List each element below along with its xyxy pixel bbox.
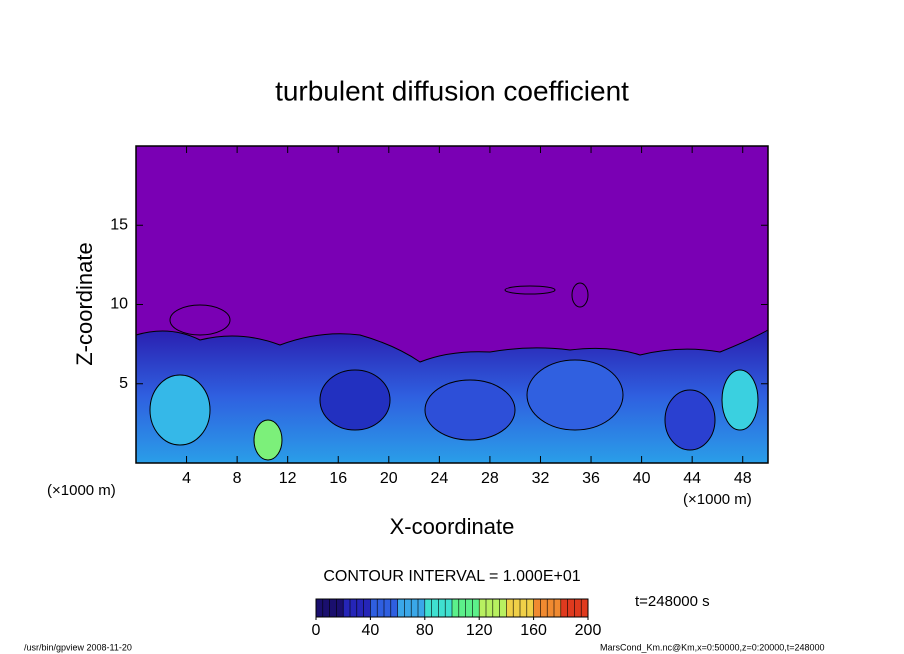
footer-left: /usr/bin/gpview 2008-11-20: [24, 642, 132, 652]
x-tick-label: 4: [182, 470, 191, 487]
contour-field: [135, 146, 769, 464]
time-label: t=248000 s: [635, 593, 710, 610]
y-tick-label: 10: [110, 296, 128, 313]
x-tick-label: 44: [683, 470, 701, 487]
y-tick-label: 15: [110, 216, 128, 233]
x-tick-label: 16: [329, 470, 347, 487]
colorbar-tick-label: 40: [362, 622, 380, 639]
x-axis-label: X-coordinate: [390, 514, 515, 539]
x-tick-label: 28: [481, 470, 499, 487]
x-tick-label: 8: [233, 470, 242, 487]
x-tick-label: 20: [380, 470, 398, 487]
x-tick-label: 32: [532, 470, 550, 487]
x-unit-right: (×1000 m): [683, 491, 752, 508]
x-tick-label: 48: [734, 470, 752, 487]
y-tick-label: 5: [119, 375, 128, 392]
y-axis-label: Z-coordinate: [72, 242, 97, 366]
chart-title: turbulent diffusion coefficient: [275, 75, 629, 106]
contour-interval: CONTOUR INTERVAL = 1.000E+01: [323, 568, 580, 585]
colorbar-tick-label: 160: [520, 622, 547, 639]
colorbar-frame: [315, 598, 589, 618]
x-tick-label: 24: [430, 470, 448, 487]
colorbar-tick-label: 120: [466, 622, 493, 639]
x-unit-left: (×1000 m): [47, 482, 116, 499]
x-tick-label: 40: [633, 470, 651, 487]
colorbar-tick-label: 0: [312, 622, 321, 639]
footer-right: MarsCond_Km.nc@Km,x=0:50000,z=0:20000,t=…: [600, 642, 825, 652]
colorbar-tick-label: 80: [416, 622, 434, 639]
colorbar-tick-label: 200: [575, 622, 602, 639]
x-tick-label: 12: [279, 470, 297, 487]
x-tick-label: 36: [582, 470, 600, 487]
